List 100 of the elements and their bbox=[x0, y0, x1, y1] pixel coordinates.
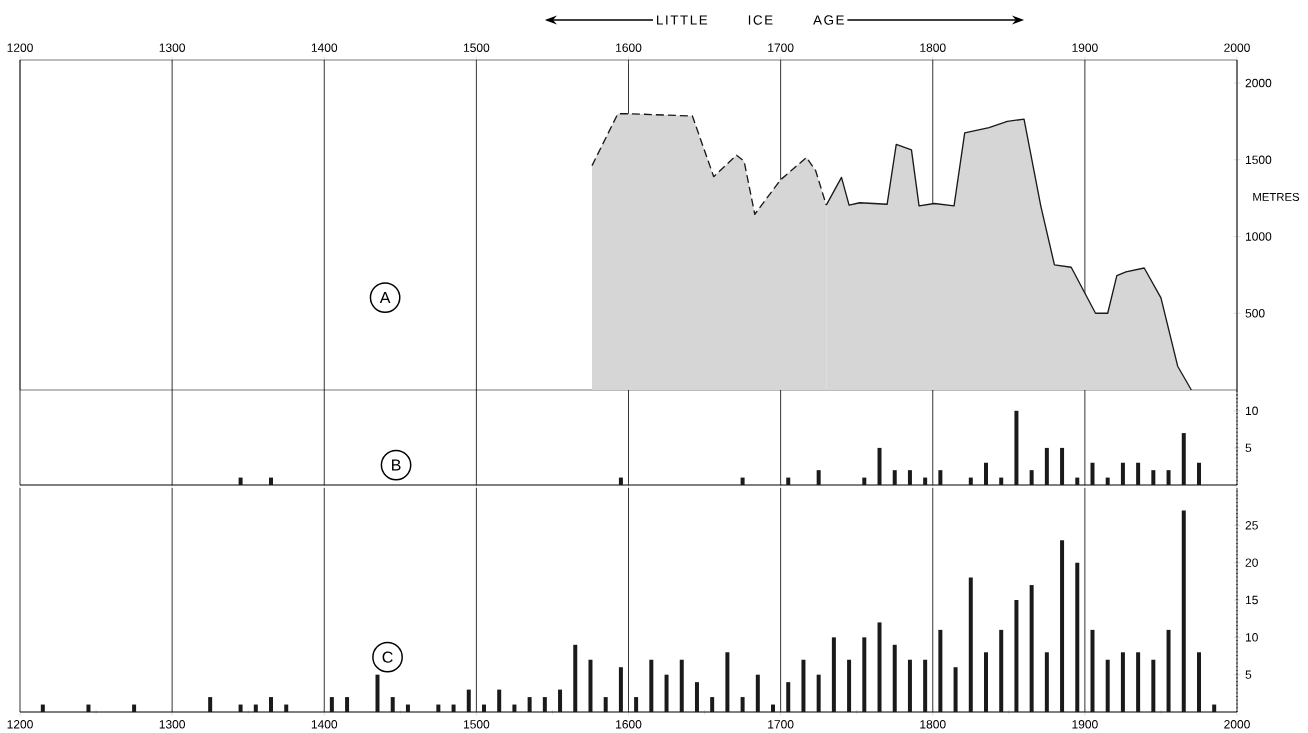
bar bbox=[816, 470, 821, 486]
bar bbox=[771, 704, 776, 713]
bar bbox=[40, 704, 45, 713]
bar bbox=[1090, 462, 1095, 486]
bar bbox=[588, 659, 593, 713]
x-tick-label: 1700 bbox=[768, 43, 794, 52]
bar bbox=[1196, 462, 1201, 486]
bar bbox=[1075, 562, 1080, 713]
x-tick-label: 1900 bbox=[1072, 43, 1098, 52]
bar bbox=[877, 622, 882, 713]
bar bbox=[238, 704, 243, 713]
bar bbox=[345, 697, 350, 713]
bar bbox=[755, 674, 760, 713]
bar bbox=[907, 470, 912, 486]
bar bbox=[618, 477, 623, 486]
bar bbox=[1151, 659, 1156, 713]
bar bbox=[694, 682, 699, 713]
bar bbox=[953, 667, 958, 713]
bar bbox=[542, 697, 547, 713]
bar bbox=[786, 477, 791, 486]
bar bbox=[968, 577, 973, 713]
x-tick-label: 1600 bbox=[616, 43, 642, 52]
y-axis-title: METRES bbox=[1253, 192, 1300, 201]
bar bbox=[923, 659, 928, 713]
bar bbox=[923, 477, 928, 486]
bar bbox=[984, 652, 988, 713]
bar bbox=[269, 477, 274, 486]
bar bbox=[907, 659, 912, 713]
bar bbox=[269, 697, 274, 713]
bar bbox=[481, 704, 486, 713]
bar bbox=[1105, 477, 1110, 486]
annotation: C bbox=[382, 651, 393, 663]
bar bbox=[1060, 447, 1065, 486]
bar bbox=[405, 704, 410, 713]
bar bbox=[1090, 629, 1095, 713]
bar bbox=[1029, 585, 1034, 713]
x-tick-label: 1900 bbox=[1072, 720, 1098, 729]
x-tick-label: 1800 bbox=[920, 43, 946, 52]
bar bbox=[1166, 470, 1171, 486]
bar bbox=[1181, 510, 1186, 713]
y-tick-label: 500 bbox=[1245, 309, 1265, 318]
y-tick-label: 10 bbox=[1245, 406, 1258, 416]
y-tick-label: 1500 bbox=[1245, 155, 1272, 165]
x-tick-label: 1200 bbox=[7, 720, 33, 729]
bar bbox=[451, 704, 456, 713]
bar bbox=[679, 659, 684, 713]
bar bbox=[1060, 540, 1065, 713]
x-tick-label: 1500 bbox=[463, 720, 490, 729]
x-tick-label: 1400 bbox=[311, 43, 338, 52]
bar bbox=[1212, 704, 1217, 713]
bar bbox=[847, 659, 852, 713]
bar bbox=[253, 704, 258, 713]
x-tick-label: 1700 bbox=[768, 720, 794, 729]
bar bbox=[208, 697, 213, 713]
bar bbox=[1014, 410, 1019, 486]
x-tick-label: 1200 bbox=[7, 43, 33, 52]
y-tick-label: 15 bbox=[1245, 595, 1258, 605]
bar bbox=[603, 697, 608, 713]
bar bbox=[1120, 462, 1125, 486]
bar bbox=[664, 674, 669, 713]
bar bbox=[740, 697, 745, 713]
bar bbox=[877, 447, 882, 486]
bar bbox=[740, 477, 745, 486]
bar bbox=[1120, 652, 1125, 713]
bar bbox=[329, 697, 334, 713]
bar bbox=[1136, 652, 1141, 713]
y-tick-label: 5 bbox=[1245, 670, 1252, 679]
bar bbox=[238, 477, 243, 486]
bar bbox=[527, 697, 532, 713]
bar bbox=[497, 689, 502, 713]
x-tick-label: 1400 bbox=[311, 720, 338, 729]
bar bbox=[801, 659, 806, 713]
x-tick-label: 1600 bbox=[616, 720, 642, 729]
bar bbox=[649, 659, 654, 713]
bar bbox=[634, 697, 639, 713]
y-tick-label: 10 bbox=[1245, 633, 1258, 642]
bar bbox=[831, 637, 836, 713]
chart-title: LITTLE ICE AGE bbox=[657, 15, 844, 25]
bar bbox=[375, 674, 380, 713]
bar bbox=[436, 704, 441, 713]
bar bbox=[999, 477, 1004, 486]
bar bbox=[862, 477, 867, 486]
bar bbox=[1151, 470, 1156, 486]
bar bbox=[1166, 629, 1171, 713]
bar bbox=[1105, 659, 1110, 713]
annotation: B bbox=[392, 459, 401, 471]
x-tick-label: 1300 bbox=[159, 43, 186, 52]
y-tick-label: 2000 bbox=[1245, 78, 1272, 88]
bar bbox=[1136, 462, 1141, 486]
bar bbox=[1075, 477, 1080, 486]
x-tick-label: 1800 bbox=[920, 720, 946, 729]
bar bbox=[725, 652, 730, 713]
bar bbox=[1044, 652, 1049, 713]
bar bbox=[284, 704, 289, 713]
bar bbox=[938, 470, 943, 486]
annotation: A bbox=[379, 292, 391, 304]
bar bbox=[968, 477, 973, 486]
y-tick-label: 25 bbox=[1245, 521, 1258, 530]
y-tick-label: 5 bbox=[1245, 443, 1252, 453]
bar bbox=[86, 704, 91, 713]
